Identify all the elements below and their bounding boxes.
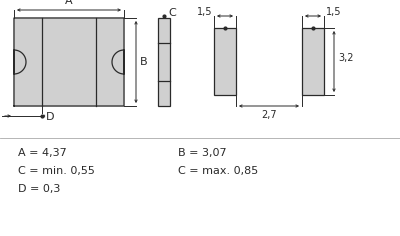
Bar (214, 28, 236, 95)
Text: 1,5: 1,5 (326, 7, 342, 17)
Bar (302, 28, 324, 95)
Text: A = 4,37: A = 4,37 (18, 148, 67, 158)
Text: C: C (168, 8, 176, 18)
Text: B: B (140, 57, 148, 67)
Text: 2,7: 2,7 (261, 110, 277, 120)
Text: D = 0,3: D = 0,3 (18, 184, 60, 194)
Text: C = max. 0,85: C = max. 0,85 (178, 166, 258, 176)
Polygon shape (14, 18, 124, 106)
Text: A: A (65, 0, 73, 6)
Text: B = 3,07: B = 3,07 (178, 148, 227, 158)
Bar (158, 18, 170, 106)
Text: C = min. 0,55: C = min. 0,55 (18, 166, 95, 176)
Text: D: D (46, 112, 54, 122)
Text: 1,5: 1,5 (196, 7, 212, 17)
Text: 3,2: 3,2 (338, 53, 354, 63)
